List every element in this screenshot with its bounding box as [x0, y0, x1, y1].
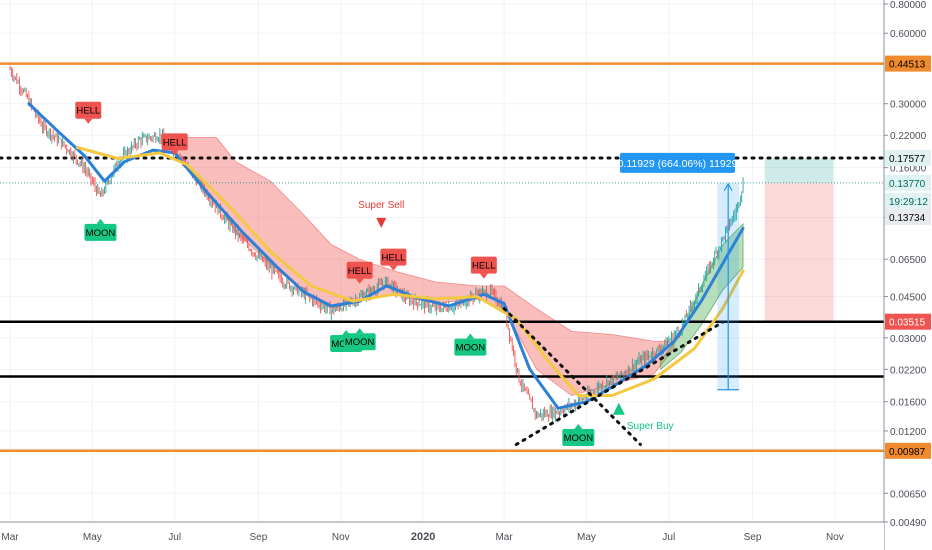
moon-label-text: MOON — [456, 343, 486, 354]
level-price-tag-bg — [885, 55, 931, 72]
price-tags: 0.44513 0.17577 0.13770 0.03515 0.00987 19:29… — [885, 55, 931, 459]
hell-label-text: HELL — [382, 253, 406, 264]
x-tick-label: Jul — [168, 532, 181, 543]
y-tick-label: 0.16000 — [890, 164, 927, 175]
super-buy-label: Super Buy — [627, 421, 674, 432]
hell-label-box — [161, 133, 188, 151]
hell-label-pointer — [170, 150, 179, 156]
y-tick-label: 0.00490 — [890, 518, 927, 529]
moon-label-pointer — [466, 333, 475, 339]
grid — [0, 0, 884, 523]
level-price-tag-bg — [885, 442, 931, 459]
moon-label-box — [454, 338, 487, 356]
x-tick-label: May — [577, 532, 596, 543]
y-tick-label: 0.04500 — [890, 293, 927, 304]
moon-label-text: MOON — [86, 228, 116, 239]
level-price-tag: 0.17577 — [889, 154, 926, 165]
measure-label-box[interactable] — [620, 152, 735, 173]
x-tick-label: Mar — [1, 532, 19, 543]
level-price-tag-bg — [885, 313, 931, 330]
y-tick-label: 0.00650 — [890, 489, 927, 500]
sell-cloud — [165, 137, 675, 396]
trend-line[interactable] — [514, 320, 725, 447]
moon-label-pointer — [96, 218, 105, 224]
hell-label-text: HELL — [348, 266, 372, 277]
x-tick-label: 2020 — [411, 531, 435, 543]
trend-lines[interactable] — [502, 307, 725, 447]
current-price-tag: 0.13734 — [889, 213, 926, 224]
moon-label-pointer — [574, 424, 583, 430]
hell-label-pointer — [389, 265, 398, 271]
x-tick-label: Sep — [744, 532, 762, 543]
level-price-tag-bg — [885, 150, 931, 167]
y-axis[interactable]: 0.800000.600000.300000.220000.160000.098… — [883, 0, 932, 550]
hell-label-box — [346, 261, 373, 279]
y-tick-label: 0.30000 — [890, 100, 927, 111]
x-tick-label: Nov — [332, 532, 350, 543]
hell-label-box — [470, 256, 497, 274]
y-axis-bg — [885, 0, 932, 550]
stop-zone[interactable] — [764, 182, 834, 322]
hell-label-box — [380, 248, 407, 266]
y-tick-label: 0.60000 — [890, 29, 927, 40]
moon-label-text: MOON — [345, 337, 375, 348]
y-tick-label: 0.80000 — [890, 0, 927, 11]
hell-label-box — [75, 101, 102, 119]
level-price-tag: 0.00987 — [889, 447, 926, 458]
position-box[interactable] — [764, 158, 834, 322]
hell-label-pointer — [84, 118, 93, 124]
indicator-series — [27, 102, 745, 410]
y-tick-label: 0.02200 — [890, 365, 927, 376]
countdown-tag: 19:29:12 — [889, 197, 928, 208]
moon-label-pointer — [355, 328, 364, 334]
level-price-tag: 0.03515 — [889, 318, 926, 329]
measure-label: 0.11929 (664.06%) 11929 — [618, 158, 738, 170]
yellow-series-line — [76, 146, 745, 397]
moon-label-box — [562, 429, 595, 447]
trend-line[interactable] — [502, 307, 642, 447]
super-sell-arrow — [376, 217, 387, 228]
y-tick-label: 0.06500 — [890, 255, 927, 266]
x-tick-label: May — [83, 532, 102, 543]
hell-label-text: HELL — [472, 261, 496, 272]
moon-label-text: MOON — [564, 433, 594, 444]
measure-tool[interactable]: 0.11929 (664.06%) 11929 — [618, 152, 739, 391]
super-sell-label: Super Sell — [358, 200, 404, 211]
level-price-tag: 0.44513 — [889, 60, 926, 71]
y-tick-label: 0.03000 — [890, 334, 927, 345]
x-tick-label: Mar — [495, 532, 513, 543]
level-price-tag-bg — [885, 174, 931, 191]
target-zone[interactable] — [764, 158, 834, 183]
hell-label-pointer — [479, 273, 488, 279]
moon-label-box — [84, 223, 117, 241]
hell-label-text: HELL — [76, 106, 100, 117]
y-tick-label: 0.22000 — [890, 131, 927, 142]
x-tick-label: Sep — [250, 532, 268, 543]
hell-label-pointer — [355, 278, 364, 284]
y-tick-label: 0.01200 — [890, 427, 927, 438]
horizontal-levels[interactable] — [0, 62, 886, 453]
countdown-tag-bg — [885, 192, 931, 209]
hell-label-text: HELL — [163, 137, 187, 148]
x-axis-bg — [0, 523, 884, 550]
x-tick-label: Jul — [662, 532, 675, 543]
x-axis[interactable]: Mar May Jul Sep Nov 2020 Mar May Jul Sep Nov — [0, 521, 884, 550]
y-tick-label: 0.01600 — [890, 398, 927, 409]
signal-annotations: HELLHELLHELLHELLHELLMOONMOONMOONMOONMOON… — [75, 101, 674, 447]
super-buy-arrow — [612, 402, 625, 415]
moon-label-box — [343, 333, 376, 351]
level-price-tag: 0.13770 — [889, 179, 926, 190]
measure-arrowhead[interactable] — [723, 182, 733, 192]
x-tick-label: Nov — [826, 532, 844, 543]
current-price-tag-bg — [885, 208, 931, 225]
